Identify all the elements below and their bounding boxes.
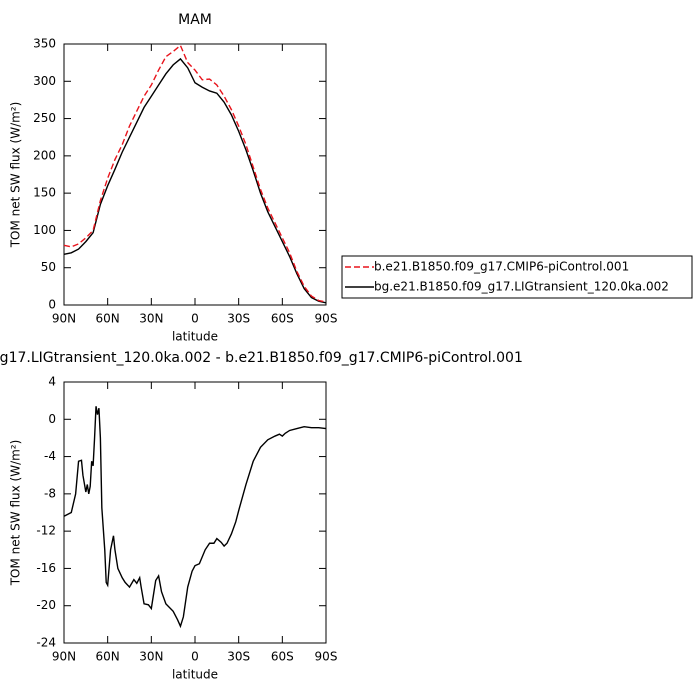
- data-line: [63, 44, 327, 303]
- y-tick-label: -8: [44, 486, 56, 500]
- y-tick-label: 0: [48, 412, 56, 426]
- x-tick-label: 30S: [227, 312, 250, 326]
- x-tick-label: 90S: [315, 312, 338, 326]
- y-tick-label: 4: [48, 375, 56, 389]
- legend-box: [341, 255, 693, 299]
- data-line: [63, 406, 327, 629]
- y-tick-label: 200: [33, 148, 56, 162]
- legend-label: bg.e21.B1850.f09_g17.LIGtransient_120.0k…: [374, 280, 669, 294]
- x-axis-label: latitude: [172, 668, 218, 682]
- y-tick-label: -4: [44, 449, 56, 463]
- x-tick-label: 60N: [96, 650, 120, 664]
- x-tick-label: 30N: [139, 650, 163, 664]
- y-tick-label: 300: [33, 74, 56, 88]
- y-tick-label: -16: [36, 561, 56, 575]
- legend-label: b.e21.B1850.f09_g17.CMIP6-piControl.001: [374, 260, 629, 274]
- x-tick-label: 30S: [227, 650, 250, 664]
- chart-title: bg.e21.B1850.f09_g17.LIGtransient_120.0k…: [0, 350, 523, 366]
- y-axis-label: TOM net SW flux (W/m²): [9, 102, 23, 249]
- x-tick-label: 0: [191, 650, 199, 664]
- y-tick-label: -20: [36, 598, 56, 612]
- x-tick-label: 60S: [271, 312, 294, 326]
- y-tick-label: 350: [33, 37, 56, 51]
- x-axis-label: latitude: [172, 330, 218, 344]
- y-tick-label: -12: [36, 524, 56, 538]
- y-tick-label: 0: [48, 298, 56, 312]
- plot-frame: [63, 43, 327, 306]
- x-tick-label: 90N: [52, 650, 76, 664]
- y-axis-label: TOM net SW flux (W/m²): [9, 440, 23, 587]
- plot-frame: [63, 381, 327, 644]
- y-tick-label: 250: [33, 111, 56, 125]
- x-tick-label: 60N: [96, 312, 120, 326]
- x-tick-label: 90S: [315, 650, 338, 664]
- y-tick-label: -24: [36, 636, 56, 650]
- y-tick-label: 100: [33, 223, 56, 237]
- x-tick-label: 30N: [139, 312, 163, 326]
- data-line: [63, 57, 327, 304]
- x-tick-label: 60S: [271, 650, 294, 664]
- y-tick-label: 50: [41, 260, 56, 274]
- chart-title: MAM: [178, 12, 212, 28]
- x-tick-label: 90N: [52, 312, 76, 326]
- x-tick-label: 0: [191, 312, 199, 326]
- y-tick-label: 150: [33, 186, 56, 200]
